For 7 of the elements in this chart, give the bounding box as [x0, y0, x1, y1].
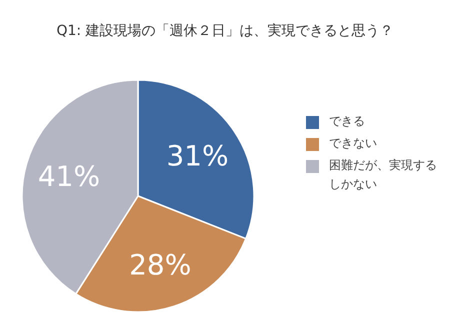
legend-label: 困難だが、実現するしかない	[329, 157, 438, 193]
legend-label: できる	[329, 113, 365, 130]
chart-title: Q1: 建設現場の「週休２日」は、実現できると思う？	[55, 22, 395, 40]
data-label: 28%	[129, 248, 192, 282]
data-label: 31%	[166, 140, 229, 173]
data-label: 41%	[38, 160, 100, 193]
legend-label: できない	[329, 135, 377, 152]
